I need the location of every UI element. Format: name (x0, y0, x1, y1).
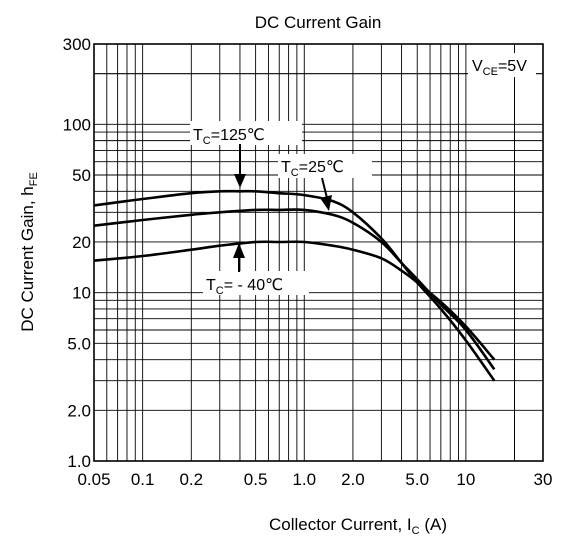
arrow-25-head (320, 195, 332, 211)
chart-title: DC Current Gain (255, 13, 382, 32)
arrow-125-head (234, 174, 246, 188)
tick-labels: 0.05 0.1 0.2 0.5 1.0 2.0 5.0 10 30 1.0 2.0 5.0 10 20 5… (63, 35, 553, 489)
x-tick-label: 0.5 (244, 470, 268, 489)
condition-label-background (468, 53, 536, 77)
y-tick-label: 300 (63, 35, 91, 54)
curves (93, 189, 496, 382)
y-tick-label: 10 (72, 284, 91, 303)
x-tick-label: 0.2 (179, 470, 203, 489)
y-tick-label: 5.0 (67, 334, 91, 353)
arrow-25-shaft (321, 177, 328, 199)
arrow-minus40-head (233, 243, 245, 258)
x-tick-label: 5.0 (405, 470, 429, 489)
series-label-125-background (190, 121, 302, 145)
curve-tc-125 (93, 189, 496, 382)
y-tick-label: 1.0 (67, 452, 91, 471)
x-tick-label: 1.0 (292, 470, 316, 489)
grid (94, 44, 543, 461)
series-label-minus40-background (203, 271, 309, 295)
series-label-minus40: TC= - 40℃ (206, 277, 283, 297)
series-label-125: TC=125℃ (193, 127, 265, 147)
x-axis-label: Collector Current, IC (A) (269, 515, 447, 537)
curve-tc-minus40 (93, 240, 496, 361)
y-tick-label: 100 (63, 115, 91, 134)
y-axis-label: DC Current Gain, hFE (18, 172, 40, 332)
condition-label: VCE=5V (472, 58, 527, 78)
x-tick-label: 30 (534, 470, 553, 489)
x-tick-label: 0.05 (77, 470, 110, 489)
x-tick-label: 0.1 (131, 470, 155, 489)
series-label-25-background (278, 154, 372, 178)
plot-frame (93, 43, 544, 462)
x-tick-label: 2.0 (341, 470, 365, 489)
series-label-25: TC=25℃ (281, 159, 344, 179)
y-tick-label: 2.0 (67, 401, 91, 420)
y-tick-label: 50 (72, 166, 91, 185)
x-tick-label: 10 (456, 470, 475, 489)
y-tick-label: 20 (72, 233, 91, 252)
